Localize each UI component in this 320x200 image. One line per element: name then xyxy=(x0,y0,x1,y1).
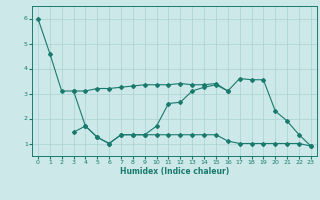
X-axis label: Humidex (Indice chaleur): Humidex (Indice chaleur) xyxy=(120,167,229,176)
